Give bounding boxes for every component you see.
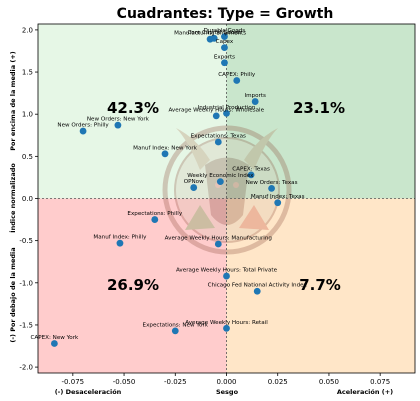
scatter-point <box>214 138 222 146</box>
point-label: Exports <box>214 54 235 60</box>
scatter-point <box>79 127 87 135</box>
y-tick-label: 1.5 <box>22 69 33 77</box>
quadrant-bottom-left-percent: 26.9% <box>107 276 159 294</box>
scatter-point <box>116 239 124 247</box>
point-label: Manuf Index: Philly <box>93 235 147 241</box>
quadrant-bottom-right <box>226 198 415 373</box>
point-label: Industrial Production <box>198 105 256 111</box>
y-tick-label: 2.0 <box>22 26 33 34</box>
point-label: New Orders: New York <box>87 117 150 123</box>
point-label: OPNow <box>184 179 204 185</box>
x-tick-label: 0.075 <box>370 378 390 386</box>
x-tick-label: -0.025 <box>164 378 187 386</box>
scatter-point <box>171 327 179 335</box>
point-label: Weekly Economic Index <box>187 173 254 179</box>
point-label: CAPEX: New York <box>31 335 80 341</box>
y-label-top: Por encima de la media (+) <box>9 51 17 151</box>
scatter-point <box>50 340 58 347</box>
y-label-bottom: (-) Por debajo de la media <box>9 247 17 342</box>
scatter-point <box>221 44 228 52</box>
scatter-point <box>212 112 220 120</box>
point-label: Average Weekly Hours: Retail <box>185 320 268 326</box>
scatter-point <box>251 98 259 105</box>
point-label: Expectations: Philly <box>127 211 182 217</box>
bull-emblem-watermark <box>162 125 292 255</box>
y-tick-label: -1.5 <box>19 321 33 329</box>
x-tick-label: 0.025 <box>268 378 288 386</box>
scatter-point <box>223 272 230 280</box>
quadrant-top-right <box>226 24 415 199</box>
point-label: Average Weekly Hours: Manufacturing <box>165 236 273 242</box>
y-tick-label: 0.0 <box>22 195 33 203</box>
scatter-point <box>223 109 230 117</box>
point-label: Core Capital Goods <box>187 30 241 36</box>
scatter-point <box>223 324 230 332</box>
point-label: Durable Goods <box>204 28 246 34</box>
quadrant-top-left <box>38 24 227 199</box>
point-label: New Orders: Philly <box>57 123 109 129</box>
y-tick-label: -2.0 <box>19 364 33 372</box>
x-label-center: Sesgo <box>216 388 239 396</box>
point-label: Imports <box>244 93 266 99</box>
point-label: Manuf Index: New York <box>133 145 198 151</box>
point-label: CAPEX: Philly <box>218 72 256 78</box>
point-label: Manuf Index: Texas <box>251 194 305 200</box>
scatter-point <box>161 150 169 158</box>
x-label-left: (-) Desaceleración <box>55 388 122 396</box>
y-tick-label: 1.0 <box>22 111 33 119</box>
scatter-point <box>214 240 222 248</box>
scatter-point <box>151 216 159 223</box>
x-tick-label: -0.050 <box>113 378 136 386</box>
y-label-center: Índice normalizado <box>8 163 17 233</box>
point-label: Manufacturing Shipments <box>174 31 246 37</box>
scatter-point <box>233 77 241 84</box>
y-tick-label: 0.5 <box>22 153 33 161</box>
scatter-point <box>216 178 224 186</box>
y-tick-label: -1.0 <box>19 279 33 287</box>
scatter-point <box>210 34 218 42</box>
x-label-right: Aceleración (+) <box>337 388 393 396</box>
point-label: Expectations: Texas <box>191 134 246 140</box>
point-label: Average Weekly Hours: Total Private <box>176 268 278 274</box>
point-label: Chicago Fed National Activity Index <box>208 283 308 289</box>
quadrant-bottom-left <box>38 198 227 373</box>
x-tick-label: 0.000 <box>216 378 236 386</box>
scatter-point <box>221 59 228 67</box>
y-tick-label: -0.5 <box>19 237 33 245</box>
x-axis-ticks: -0.075 -0.050 -0.025 0.000 0.025 0.050 0.075 <box>62 373 390 386</box>
quadrant-bottom-right-percent: 7.7% <box>299 276 341 294</box>
scatter-point <box>268 184 275 192</box>
point-label: Capex <box>216 39 234 45</box>
quadrant-top-right-percent: 23.1% <box>293 99 345 117</box>
point-label: Expectations: New York <box>143 322 209 328</box>
scatter-point <box>114 121 122 129</box>
scatter-point <box>190 184 198 191</box>
scatter-point <box>253 287 261 295</box>
quadrant-top-left-percent: 42.3% <box>107 99 159 117</box>
scatter-point <box>274 199 282 207</box>
y-axis-ticks: 2.0 1.5 1.0 0.5 0.0 -0.5 -1.0 -1.5 -2.0 <box>19 26 38 372</box>
point-label: CAPEX: Texas <box>232 166 270 172</box>
point-label: Average Weekly Hours: Wholesale <box>168 107 264 113</box>
point-label: New Orders: Texas <box>246 180 298 186</box>
chart-title: Cuadrantes: Type = Growth <box>117 6 334 22</box>
x-tick-label: -0.075 <box>62 378 85 386</box>
x-tick-label: 0.050 <box>319 378 339 386</box>
scatter-point <box>247 171 255 179</box>
scatter-point <box>221 33 228 41</box>
